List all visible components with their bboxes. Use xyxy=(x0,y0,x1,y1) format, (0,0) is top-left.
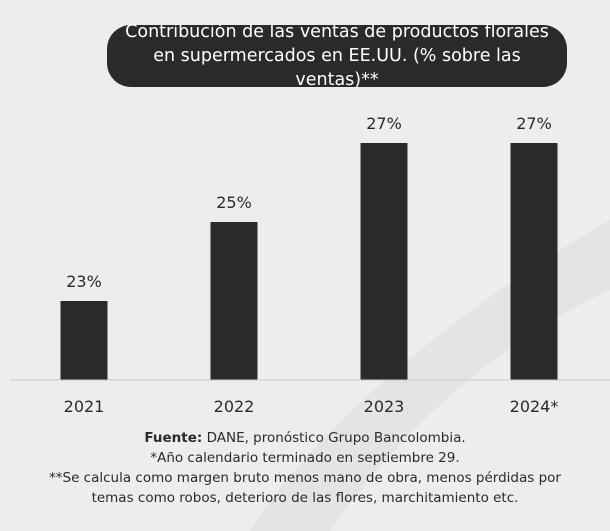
x-tick-label: 2021 xyxy=(64,397,105,416)
x-tick-label: 2024* xyxy=(510,397,559,416)
chart-footer: Fuente: DANE, pronóstico Grupo Bancolomb… xyxy=(0,428,610,508)
chart-title: Contribución de las ventas de productos … xyxy=(107,22,567,90)
source-line: Fuente: DANE, pronóstico Grupo Bancolomb… xyxy=(0,428,610,448)
value-label: 27% xyxy=(366,114,402,133)
bar-2024 xyxy=(510,143,558,380)
footnote-1: *Año calendario terminado en septiembre … xyxy=(150,450,460,466)
bar-chart: 23% 2021 25% 2022 27% 2023 27% 2024* xyxy=(10,114,610,416)
value-label: 23% xyxy=(66,272,102,291)
source-label: Fuente: xyxy=(144,430,203,446)
bar-2022 xyxy=(210,222,258,380)
x-tick-label: 2023 xyxy=(364,397,405,416)
footnote-2: **Se calcula como margen bruto menos man… xyxy=(49,470,561,506)
bar-2021 xyxy=(60,301,108,380)
chart-title-text: Contribución de las ventas de productos … xyxy=(125,22,549,90)
value-label: 27% xyxy=(516,114,552,133)
source-text: DANE, pronóstico Grupo Bancolombia. xyxy=(202,430,466,446)
bar-2023 xyxy=(360,143,408,380)
x-tick-label: 2022 xyxy=(214,397,255,416)
value-label: 25% xyxy=(216,193,252,212)
